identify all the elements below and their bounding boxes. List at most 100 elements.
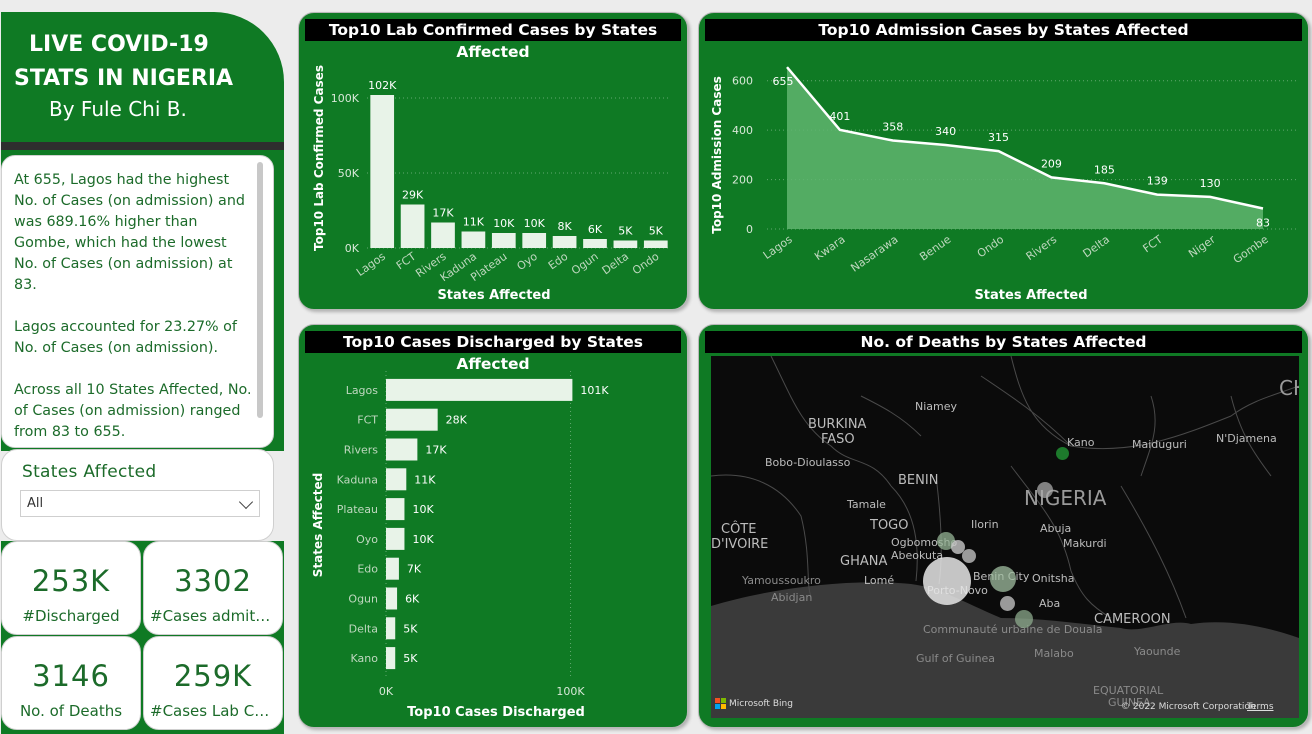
data-label: 315: [988, 131, 1009, 144]
death-bubble-kano[interactable]: [1056, 447, 1069, 460]
y-tick-label: 200: [732, 174, 753, 187]
data-label: 5K: [618, 225, 633, 238]
bar: [386, 647, 396, 670]
bing-logo: Microsoft Bing: [715, 698, 793, 709]
map-label: D'IVOIRE: [711, 537, 769, 552]
map-label: BENIN: [898, 473, 939, 488]
death-bubble[interactable]: [1037, 482, 1053, 498]
death-bubble[interactable]: [1015, 610, 1033, 628]
map-label: Abeokuta: [891, 549, 944, 562]
y-tick-label: Rivers: [344, 444, 378, 457]
map-label: Maiduguri: [1132, 438, 1187, 451]
lab-confirmed-panel[interactable]: Top10 Lab Confirmed Cases by States Affe…: [298, 12, 688, 310]
x-tick-label: Delta: [600, 250, 632, 277]
dropdown-selected-value: All: [27, 496, 44, 511]
smart-narrative: At 655, Lagos had the highest No. of Cas…: [1, 155, 274, 448]
x-tick-label: 0K: [379, 685, 394, 698]
map-label: Abuja: [1040, 522, 1072, 535]
bar: [386, 617, 396, 640]
bar: [431, 222, 455, 248]
map-label: TOGO: [870, 518, 909, 533]
map-label: Tamale: [847, 498, 886, 511]
author-byline: By Fule Chi B.: [49, 97, 187, 121]
x-tick-label: Ondo: [975, 233, 1007, 261]
data-label: 6K: [588, 223, 603, 236]
death-bubble[interactable]: [990, 566, 1016, 592]
map-label: Yamoussoukro: [742, 574, 821, 587]
map-label: Aba: [1039, 597, 1061, 610]
kpi-value: 3146: [32, 659, 110, 693]
x-tick-label: Edo: [546, 250, 571, 273]
map-geography: [711, 356, 1299, 718]
kpi-label: No. of Deaths: [19, 702, 123, 720]
states-slicer: States Affected All: [1, 449, 274, 541]
panel-title: Top10 Lab Confirmed Cases by States Affe…: [305, 19, 681, 61]
kpi-card-lab-confirmed[interactable]: 259K #Cases Lab Confirmed: [143, 636, 283, 730]
map-label: BURKINA: [808, 417, 867, 432]
data-label: 17K: [432, 207, 454, 220]
bar: [583, 239, 607, 248]
microsoft-logo-icon: [715, 698, 726, 709]
data-label: 5K: [403, 652, 418, 665]
title-line-2: STATS IN NIGERIA: [14, 66, 234, 91]
data-label: 139: [1147, 175, 1168, 188]
map-label: Abidjan: [771, 591, 813, 604]
y-tick-label: Kano: [351, 652, 379, 665]
data-label: 10K: [412, 533, 434, 546]
death-bubble[interactable]: [951, 540, 965, 554]
map-label: GUINEA: [1108, 696, 1151, 709]
data-label: 5K: [403, 622, 418, 635]
chevron-down-icon[interactable]: [238, 494, 254, 510]
map-label: Lomé: [864, 574, 895, 587]
x-tick-label: Delta: [1081, 233, 1113, 260]
data-label: 28K: [446, 414, 468, 427]
death-bubble[interactable]: [1000, 596, 1015, 611]
map-label: CÔTE: [721, 522, 757, 537]
narrative-scrollbar[interactable]: [257, 162, 263, 418]
kpi-card-admitted[interactable]: 3302 #Cases admitted: [143, 541, 283, 635]
panel-title: Top10 Admission Cases by States Affected: [705, 19, 1302, 41]
bar: [386, 378, 573, 401]
map-label: Ilorin: [971, 518, 999, 531]
bar: [461, 231, 486, 248]
death-bubble[interactable]: [962, 549, 976, 563]
y-tick-label: Ogun: [348, 593, 378, 606]
data-label: 7K: [407, 563, 422, 576]
map-label: Onitsha: [1032, 572, 1075, 585]
discharged-panel[interactable]: Top10 Cases Discharged by States Affecte…: [298, 324, 688, 728]
x-tick-label: 100K: [556, 685, 585, 698]
y-tick-label: FCT: [357, 414, 378, 427]
map-copyright: © 2022 Microsoft Corporation: [1121, 702, 1256, 712]
map-label: GHANA: [840, 554, 888, 569]
bar: [400, 204, 425, 248]
x-tick-label: Lagos: [761, 233, 795, 262]
kpi-card-discharged[interactable]: 253K #Discharged: [1, 541, 141, 635]
y-tick-label: Kaduna: [337, 473, 378, 486]
data-label: 102K: [368, 79, 397, 92]
deaths-map[interactable]: BURKINA FASO Niamey Kano Maiduguri N'Dja…: [711, 356, 1299, 718]
x-axis-title: States Affected: [437, 288, 550, 303]
bar: [386, 527, 405, 550]
narrative-paragraph-3: Across all 10 States Affected, No. of Ca…: [14, 382, 252, 440]
y-tick-label: Plateau: [337, 503, 378, 516]
x-axis-title: States Affected: [974, 288, 1087, 303]
map-terms-link[interactable]: Terms: [1247, 702, 1274, 712]
dashboard-title-card: LIVE COVID-19 STATS IN NIGERIA By Fule C…: [1, 12, 284, 150]
map-label: CHA: [1279, 376, 1299, 400]
admission-chart: 0 200 400 600 655 Lagos 401 Kwara 358 Nasarawa 340…: [710, 66, 1299, 303]
x-tick-label: Kwara: [812, 233, 847, 263]
bing-logo-text: Microsoft Bing: [729, 698, 793, 709]
y-tick-label: Oyo: [356, 533, 378, 546]
states-dropdown[interactable]: All: [20, 490, 260, 517]
death-bubble[interactable]: [937, 532, 955, 550]
death-bubble-lagos[interactable]: [923, 557, 971, 605]
kpi-card-deaths[interactable]: 3146 No. of Deaths: [1, 636, 141, 730]
map-label: EQUATORIAL: [1093, 684, 1164, 697]
bar: [386, 468, 407, 491]
panel-title: No. of Deaths by States Affected: [705, 331, 1302, 353]
y-tick-label: 100K: [331, 92, 360, 105]
data-label: 10K: [412, 503, 434, 516]
map-label: CAMEROON: [1094, 612, 1171, 627]
kpi-value: 253K: [31, 564, 111, 598]
admission-panel[interactable]: Top10 Admission Cases by States Affected…: [698, 12, 1309, 310]
